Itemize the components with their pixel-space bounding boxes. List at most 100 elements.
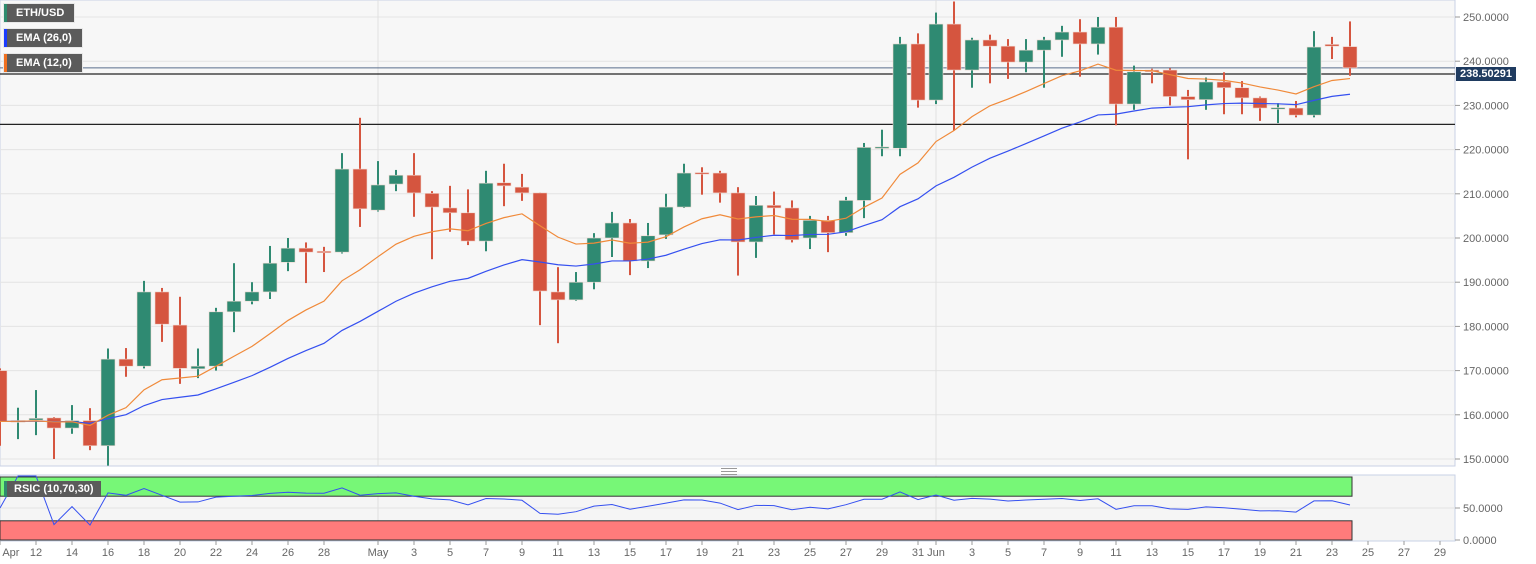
candle-body	[1018, 49, 1034, 63]
x-tick-label: 9	[1077, 547, 1083, 559]
candle	[28, 390, 44, 436]
time-axis[interactable]: Apr 12 14 16 18 20 22 24 26 28 May 3 5 7 9 11 13 15 17 19 21…	[0, 541, 1446, 559]
candle-body	[496, 182, 512, 187]
x-tick-label: Jun	[927, 547, 945, 559]
candle-body	[298, 247, 314, 253]
candle	[604, 211, 620, 258]
legend-ema-12[interactable]: EMA (12,0)	[3, 53, 83, 73]
y-tick-label: 180.0000	[1463, 321, 1509, 333]
candle	[226, 263, 242, 333]
candle	[838, 196, 854, 236]
candle	[910, 33, 926, 108]
candle	[100, 348, 116, 466]
candle-body	[388, 174, 404, 185]
y-tick-label: 150.0000	[1463, 454, 1509, 466]
candle	[244, 282, 260, 305]
candle	[766, 191, 782, 235]
candle-body	[1234, 87, 1250, 99]
candle-body	[172, 324, 188, 369]
candle	[694, 167, 710, 195]
candle	[1288, 100, 1304, 118]
overbought-band	[0, 476, 1353, 497]
series-color-swatch	[4, 29, 7, 47]
candle-body	[1198, 81, 1214, 100]
candle-body	[406, 174, 422, 194]
candle-body	[676, 172, 692, 208]
candle	[334, 153, 350, 254]
x-tick-label: 20	[174, 547, 186, 559]
candle-body	[478, 182, 494, 242]
horizontal-lines[interactable]	[0, 67, 1455, 126]
candle-body	[460, 212, 476, 242]
x-tick-label: 22	[210, 547, 222, 559]
candle	[82, 408, 98, 451]
x-tick-label: 19	[1254, 547, 1266, 559]
candle-body	[82, 420, 98, 447]
legend-symbol[interactable]: ETH/USD	[3, 3, 76, 23]
candle-body	[0, 370, 8, 422]
candle-body	[118, 358, 134, 367]
candle-body	[1126, 71, 1142, 105]
x-tick-label: 7	[1041, 547, 1047, 559]
rsi-tick-label: 0.0000	[1463, 535, 1497, 547]
ema-26-line	[0, 93, 1351, 424]
candle	[532, 192, 548, 326]
candle-body	[442, 207, 458, 214]
candle	[0, 368, 8, 446]
rsi-axis: 0.0000 50.0000	[1455, 503, 1503, 547]
candle-body	[982, 39, 998, 47]
candle-body	[514, 186, 530, 194]
x-tick-label: 15	[624, 547, 636, 559]
candle-body	[1072, 31, 1088, 45]
price-panel[interactable]	[0, 0, 1456, 467]
x-tick-label: 27	[1398, 547, 1410, 559]
candle	[748, 196, 764, 258]
x-tick-label: 29	[876, 547, 888, 559]
candle	[550, 267, 566, 344]
candle-body	[1090, 26, 1106, 45]
candle-body	[352, 168, 368, 210]
candle	[928, 12, 944, 105]
candle	[676, 163, 692, 208]
x-tick-label: 23	[768, 547, 780, 559]
candle-body	[964, 39, 980, 71]
candle	[208, 307, 224, 371]
candle	[730, 187, 746, 276]
x-tick-label: 5	[1005, 547, 1011, 559]
panel-resize-handle-icon[interactable]	[721, 468, 737, 475]
legend-rsi[interactable]: RSIC (10,70,30)	[4, 481, 102, 497]
candle-body	[640, 235, 656, 262]
y-tick-label: 230.0000	[1463, 100, 1509, 112]
candle-body	[568, 281, 584, 301]
candle	[478, 170, 494, 252]
x-tick-label: 14	[66, 547, 78, 559]
rsi-tick-label: 50.0000	[1463, 503, 1503, 515]
rsi-bands	[0, 476, 1353, 541]
candle-body	[1324, 44, 1340, 47]
candle	[712, 170, 728, 203]
candle-body	[1306, 46, 1322, 116]
candle-body	[28, 418, 44, 421]
candle	[352, 117, 368, 227]
candle	[964, 37, 980, 88]
legend-rsi-label: RSIC (10,70,30)	[14, 483, 94, 495]
legend-ema-26[interactable]: EMA (26,0)	[3, 28, 83, 48]
candle-body	[604, 222, 620, 239]
price-axis[interactable]: 150.0000 160.0000 170.0000 180.0000 190.0000…	[1455, 12, 1509, 466]
candle-body	[802, 220, 818, 239]
candle-body	[838, 200, 854, 233]
candle	[1270, 103, 1286, 124]
candle	[280, 238, 296, 272]
ema-lines	[0, 63, 1351, 427]
candle-body	[1000, 45, 1016, 63]
rsi-line	[0, 475, 1351, 526]
x-tick-label: 28	[318, 547, 330, 559]
candle-body	[1108, 26, 1124, 105]
candle-body	[820, 220, 836, 233]
y-tick-label: 220.0000	[1463, 145, 1509, 157]
candle	[1036, 36, 1052, 88]
candle-body	[1342, 46, 1358, 69]
x-tick-label: 31	[912, 547, 924, 559]
candle	[1180, 89, 1196, 160]
